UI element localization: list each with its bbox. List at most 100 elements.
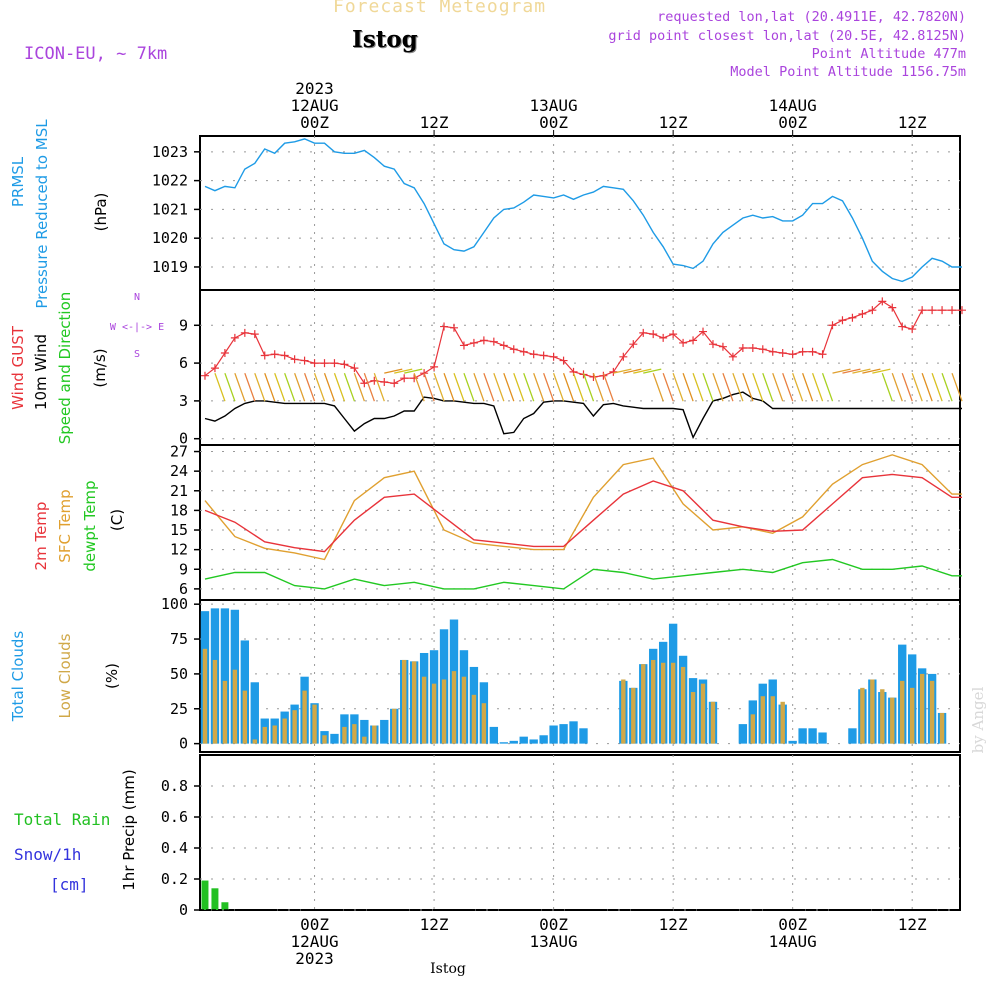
total-cloud-bar <box>579 728 588 744</box>
gust-marker <box>240 328 249 337</box>
chart-title: Forecast Meteogram <box>333 0 547 17</box>
total-cloud-bar <box>808 728 817 744</box>
low-cloud-bar <box>232 669 238 744</box>
wind-direction-arrow <box>692 372 704 402</box>
gust-marker <box>738 343 747 352</box>
wind-direction-arrow <box>353 372 366 402</box>
bottom-time-label: 13AUG <box>530 932 578 951</box>
wind-direction-arrow <box>901 372 913 402</box>
ytick-label-pressure: 1020 <box>152 229 188 247</box>
gust-marker <box>768 347 777 356</box>
gust-marker <box>360 379 369 388</box>
requested-coords: requested lon,lat (20.4911E, 42.7820N) <box>657 9 966 25</box>
low-cloud-bar <box>372 725 377 744</box>
gust-marker <box>718 342 727 351</box>
gust-marker <box>220 349 229 358</box>
gust-axis-label: Wind GUST <box>9 325 27 410</box>
panel-frame-precip <box>199 754 961 911</box>
low-cloud-bar <box>421 676 427 744</box>
wind-direction-arrow <box>782 372 794 402</box>
low-cloud-bar <box>780 701 785 744</box>
total-cloud-bar <box>250 682 259 744</box>
wind-direction-arrow <box>274 372 286 402</box>
dewpt-temp-line <box>204 558 962 590</box>
wind-direction-arrow <box>592 372 605 402</box>
gust-marker <box>280 351 289 360</box>
ytick-label-clouds: 75 <box>170 630 188 648</box>
gust-marker <box>330 359 339 368</box>
bottom-time-label: 14AUG <box>769 932 817 951</box>
wind-direction-arrow <box>821 372 834 402</box>
gust-marker <box>708 340 717 349</box>
gust-marker <box>260 351 269 360</box>
total-cloud-bar <box>360 719 369 744</box>
gust-marker <box>858 309 867 318</box>
top-time-label: 00Z <box>539 113 568 132</box>
gust-marker <box>539 351 548 360</box>
wind-direction-arrow <box>672 372 684 402</box>
gust-marker <box>669 330 678 339</box>
gust-marker <box>609 367 618 376</box>
ytick-label-temperature: 12 <box>170 541 188 559</box>
gust-marker <box>788 350 797 359</box>
ytick-label-precip: 0.8 <box>161 777 188 795</box>
low-cloud-bar <box>710 701 716 744</box>
gust-marker <box>499 341 508 350</box>
total-cloud-bar <box>569 721 578 744</box>
wind-direction-arrow <box>394 368 413 374</box>
wind-direction-arrow <box>643 368 662 374</box>
wind-direction-arrow <box>602 372 615 402</box>
gust-marker <box>878 297 887 306</box>
wind-direction-arrow <box>433 372 445 402</box>
wind-direction-arrow <box>832 368 851 374</box>
wind-direction-arrow <box>702 372 714 402</box>
total-cloud-bar <box>848 728 857 744</box>
low-cloud-bar <box>760 696 765 744</box>
wind-direction-arrow <box>513 372 525 402</box>
low-cloud-bar <box>402 659 407 744</box>
wind-direction-arrow <box>333 372 346 402</box>
wind-direction-arrow <box>234 372 246 402</box>
bottom-time-label: 12AUG <box>290 932 338 951</box>
panel-frame-wind <box>199 289 961 446</box>
ytick-label-clouds: 100 <box>161 595 188 613</box>
gust-marker <box>639 328 648 337</box>
wind-direction-arrow <box>244 372 256 402</box>
low-cloud-bar <box>670 662 676 744</box>
wind-direction-arrow <box>613 368 632 374</box>
gust-marker <box>390 379 399 388</box>
gust-marker <box>300 356 309 365</box>
wind-direction-arrow <box>742 372 754 402</box>
station-name: Istog <box>352 26 418 53</box>
gust-marker <box>778 349 787 358</box>
wind-direction-arrow <box>303 372 316 402</box>
ytick-label-clouds: 0 <box>179 735 188 753</box>
ytick-label-pressure: 1023 <box>152 143 188 161</box>
gust-marker <box>469 338 478 347</box>
compass-west-east: W <-|-> E <box>110 322 164 333</box>
wind-direction-arrow <box>493 372 505 402</box>
wind-direction-arrow <box>294 372 306 402</box>
bottom-time-label: 12Z <box>898 915 927 934</box>
gust-marker <box>808 347 817 356</box>
low-cloud-bar <box>272 725 277 744</box>
panel-frame-temperature <box>199 444 961 601</box>
rain-legend-label: Total Rain <box>14 810 110 829</box>
low-cloud-bar <box>342 726 347 744</box>
low-cloud-bar <box>621 679 626 744</box>
top-time-label: 13AUG <box>530 96 578 115</box>
total-cloud-bar <box>489 726 499 744</box>
low-cloud-bar <box>312 704 317 744</box>
top-time-label: 00Z <box>778 113 807 132</box>
wind-direction-arrow <box>404 368 423 374</box>
gust-marker <box>449 323 458 332</box>
gust-marker <box>529 350 538 359</box>
point-altitude: Point Altitude 477m <box>811 46 966 62</box>
bottom-time-label: 00Z <box>539 915 568 934</box>
bottom-station-label: Istog <box>430 961 466 977</box>
bottom-time-label: 00Z <box>300 915 329 934</box>
gust-marker <box>629 340 638 349</box>
top-time-label: 2023 <box>295 79 334 98</box>
wind-direction-arrow <box>931 372 943 402</box>
